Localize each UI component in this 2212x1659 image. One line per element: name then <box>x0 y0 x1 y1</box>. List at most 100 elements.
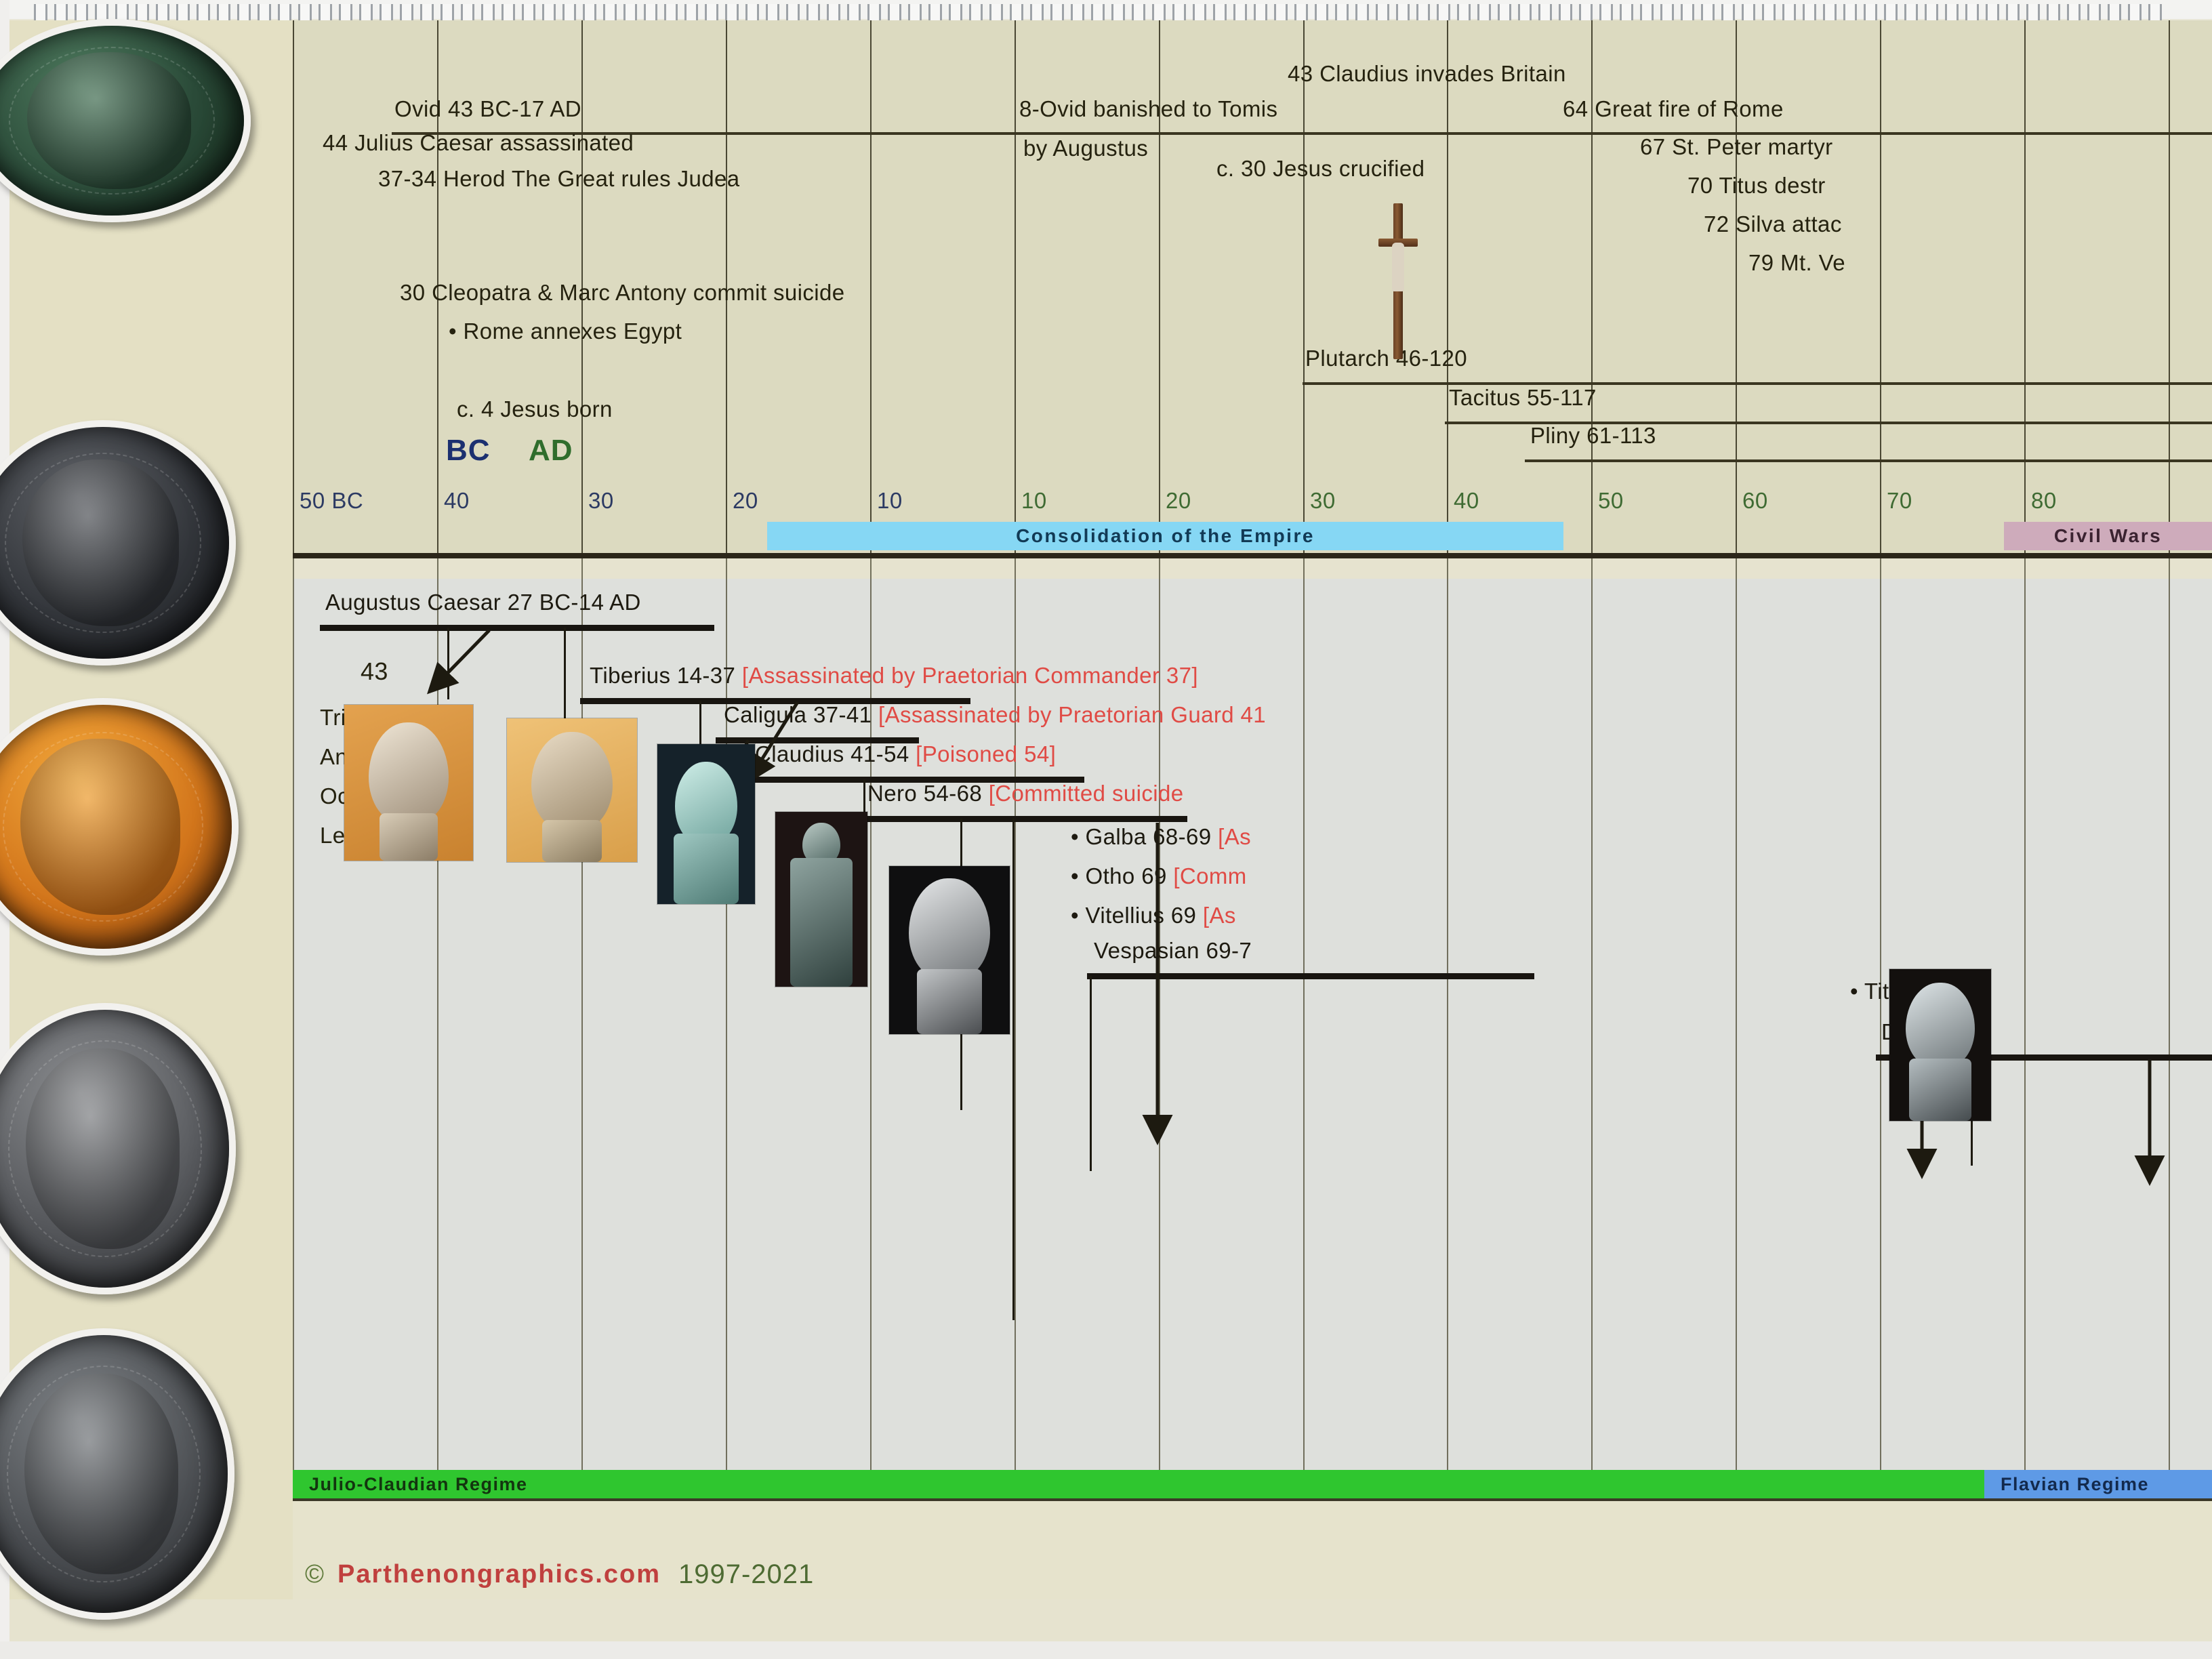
gridline-upper <box>1159 20 1160 553</box>
ruler-name-tiberius: Tiberius 14-37 <box>590 663 736 688</box>
axis-tick-10: 10 <box>1021 488 1047 513</box>
bust-neck <box>674 834 739 904</box>
ruler-name-caligula: Caligula 37-41 <box>724 702 872 727</box>
axis-rule <box>293 553 2212 558</box>
axis-tick-40: 40 <box>444 488 470 513</box>
ruler-label-galba: • Galba 68-69 [As <box>1071 824 1251 850</box>
axis-tick-40: 40 <box>1454 488 1479 513</box>
gridline-upper <box>1880 20 1881 553</box>
bust-head <box>675 762 737 844</box>
ruler-name-augustus: Augustus Caesar 27 BC-14 AD <box>325 590 641 615</box>
ruler-fate-galba: [As <box>1218 824 1252 849</box>
gridline-upper <box>581 20 583 553</box>
regime-bar-julio-claudian: Julio-Claudian Regime <box>293 1470 1984 1498</box>
gridline-lower <box>581 558 583 1473</box>
coin-4 <box>0 1003 236 1294</box>
event-rome-annexes-egypt: • Rome annexes Egypt <box>449 319 682 344</box>
gridline-lower <box>726 558 727 1473</box>
gridline-upper <box>293 20 294 553</box>
crucifix-icon <box>1378 203 1418 359</box>
bust-neck <box>380 813 438 861</box>
ruler-fate-caligula: [Assassinated by Praetorian Guard 41 <box>878 702 1267 727</box>
crucifix-figure <box>1392 243 1404 291</box>
ruler-fate-claudius: [Poisoned 54] <box>916 741 1057 766</box>
event-jesus-crucified: c. 30 Jesus crucified <box>1216 156 1425 181</box>
desk-surface-bottom <box>0 1641 2212 1659</box>
gridline-lower <box>1159 558 1160 1473</box>
span-rule-ovid <box>392 132 2212 135</box>
event-great-fire-of-rome: 64 Great fire of Rome <box>1563 96 1784 121</box>
upper-events-band <box>293 20 2212 556</box>
ruler-label-tiberius: Tiberius 14-37 [Assassinated by Praetori… <box>590 663 1198 689</box>
gridline-upper <box>870 20 872 553</box>
coin-1 <box>0 19 251 222</box>
gridline-lower <box>1015 558 1016 1473</box>
era-label-bc: BC <box>446 434 491 467</box>
event-mt-vesuvius: 79 Mt. Ve <box>1748 250 1846 275</box>
event-caesar-assassinated: 44 Julius Caesar assassinated <box>323 130 634 155</box>
event-pliny: Pliny 61-113 <box>1530 423 1656 448</box>
era-label-ad: AD <box>529 434 573 467</box>
event-herod-rules-judea: 37-34 Herod The Great rules Judea <box>378 166 740 191</box>
event-cleopatra-antony: 30 Cleopatra & Marc Antony commit suicid… <box>400 280 845 305</box>
ruler-rule-caligula <box>716 737 919 743</box>
span-rule-plutarch <box>1303 382 2212 385</box>
bust-head <box>531 732 613 831</box>
axis-tick-10: 10 <box>877 488 903 513</box>
gridline-lower <box>1736 558 1737 1473</box>
bust-vespasian <box>1889 969 1991 1121</box>
regime-bar-flavian: Flavian Regime <box>1984 1470 2212 1498</box>
ruler-fate-otho: [Comm <box>1173 863 1247 888</box>
ruler-rule-augustus <box>320 625 714 631</box>
axis-tick-60: 60 <box>1742 488 1768 513</box>
axis-tick-30: 30 <box>1310 488 1336 513</box>
ruler-name-nero: Nero 54-68 <box>867 781 983 806</box>
ruler-label-caligula: Caligula 37-41 [Assassinated by Praetori… <box>724 702 1266 728</box>
event-jesus-born: c. 4 Jesus born <box>457 396 613 422</box>
event-ovid-banished-note: by Augustus <box>1023 136 1149 161</box>
gridline-upper <box>1447 20 1448 553</box>
ruler-name-vitellius: • Vitellius 69 <box>1071 903 1197 928</box>
coin-face <box>0 1335 228 1613</box>
gridline-upper <box>1015 20 1016 553</box>
connector-vespasian-a <box>1090 976 1092 1171</box>
footer-divider <box>293 1498 2212 1501</box>
ruler-name-galba: • Galba 68-69 <box>1071 824 1212 849</box>
period-band-civil-wars: Civil Wars <box>2004 522 2212 550</box>
ruler-name-claudius: Claudius 41-54 <box>755 741 909 766</box>
connector-nero-b <box>1012 819 1015 1320</box>
period-band-consolidation: Consolidation of the Empire <box>767 522 1563 550</box>
footer-band <box>293 1500 2212 1599</box>
gridline-lower <box>2169 558 2170 1473</box>
ruler-rule-vespasian <box>1087 973 1534 979</box>
ruler-name-otho: • Otho 69 <box>1071 863 1167 888</box>
event-claudius-invades-britain: 43 Claudius invades Britain <box>1288 61 1566 86</box>
coin-2 <box>0 420 236 665</box>
gridline-lower <box>1447 558 1448 1473</box>
gridline-upper <box>2024 20 2026 553</box>
ruler-fate-vitellius: [As <box>1202 903 1236 928</box>
brand-link[interactable]: Parthenongraphics.com <box>337 1559 661 1589</box>
coin-face <box>0 1010 229 1288</box>
event-ovid: Ovid 43 BC-17 AD <box>394 96 582 121</box>
axis-tick-70: 70 <box>1887 488 1912 513</box>
event-ovid-banished: 8-Ovid banished to Tomis <box>1019 96 1278 121</box>
bust-augustus <box>344 705 473 861</box>
gridline-lower <box>1591 558 1593 1473</box>
poster-footer: © Parthenongraphics.com 1997-2021 <box>293 1551 2212 1598</box>
bust-neck <box>917 969 982 1034</box>
event-st-peter-martyred: 67 St. Peter martyr <box>1640 134 1833 159</box>
gridline-lower <box>437 558 438 1473</box>
gridline-upper <box>1591 20 1593 553</box>
bust-tiberius <box>507 718 637 862</box>
coin-3 <box>0 698 239 956</box>
gridline-lower <box>1303 558 1305 1473</box>
gridline-upper <box>1736 20 1737 553</box>
ruler-label-nero: Nero 54-68 [Committed suicide <box>867 781 1183 806</box>
ruler-label-claudius: Claudius 41-54 [Poisoned 54] <box>755 741 1056 767</box>
coin-5 <box>0 1328 234 1620</box>
coin-face <box>0 705 232 949</box>
ruler-fate-tiberius: [Assassinated by Praetorian Commander 37… <box>741 663 1198 688</box>
bust-head <box>909 878 990 980</box>
gridline-lower <box>2024 558 2026 1473</box>
